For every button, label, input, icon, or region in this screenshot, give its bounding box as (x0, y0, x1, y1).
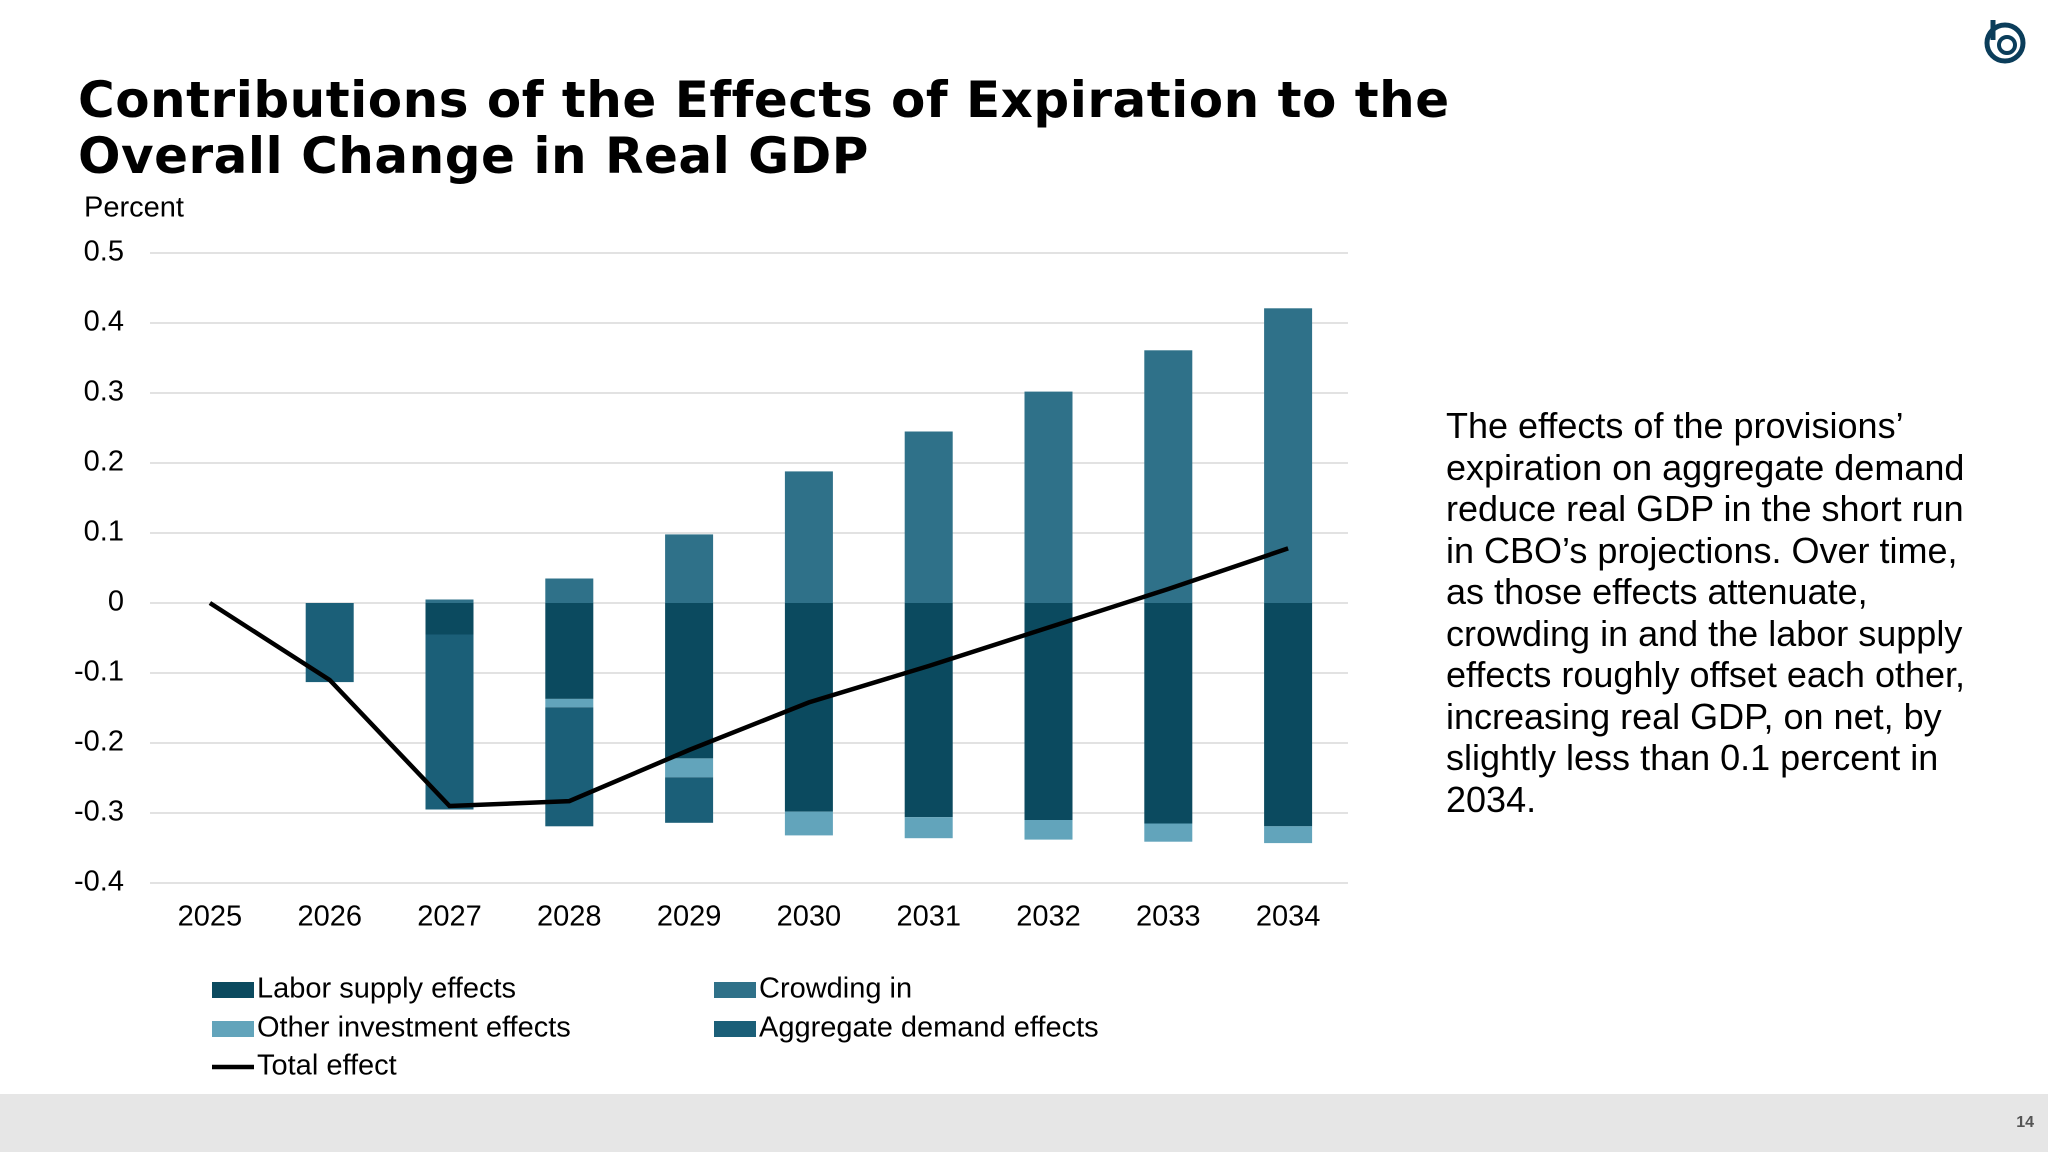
annotation: The effects of the provisions’ expiratio… (1446, 405, 1966, 820)
legend-label: Total effect (257, 1050, 397, 1082)
bar-segment (1024, 391, 1073, 603)
y-tick-label: -0.3 (74, 796, 124, 828)
y-tick-label: 0.2 (84, 446, 124, 478)
bar-segment (1144, 823, 1193, 842)
x-tick-label: 2032 (1016, 901, 1081, 933)
bar-segment (1144, 603, 1193, 824)
y-tick-label: 0 (108, 586, 124, 618)
legend-swatch (212, 982, 254, 998)
bar-segment (1144, 350, 1193, 603)
legend-label: Labor supply effects (257, 973, 516, 1005)
x-tick-label: 2025 (178, 901, 243, 933)
y-tick-label: 0.3 (84, 376, 124, 408)
legend-label: Crowding in (759, 973, 912, 1005)
bar-segment (425, 599, 474, 603)
bar-segment (545, 698, 594, 708)
bar-segment (1024, 820, 1073, 840)
y-tick-label: -0.2 (74, 726, 124, 758)
bar-segment (784, 811, 833, 836)
x-tick-label: 2030 (777, 901, 842, 933)
bar-segment (904, 431, 953, 603)
y-axis-label: Percent (84, 192, 184, 224)
legend-label: Aggregate demand effects (759, 1012, 1099, 1044)
chart-title: Contributions of the Effects of Expirati… (78, 71, 1450, 185)
y-tick-label: -0.1 (74, 656, 124, 688)
x-tick-label: 2028 (537, 901, 602, 933)
bar-segment (1264, 603, 1313, 827)
legend-swatch (714, 982, 756, 998)
y-tick-label: 0.1 (84, 516, 124, 548)
bar-segment (545, 578, 594, 603)
chart: Percent -0.4 -0.3 -0.2 -0.1 0 0.1 0.2 0.3 0.4 0.5… (74, 20, 2026, 1082)
bar-segment (425, 634, 474, 810)
bar-segment (665, 777, 714, 823)
x-tick-label: 2026 (297, 901, 362, 933)
y-tick-label: 0.5 (84, 236, 124, 268)
page-number: 14 (2016, 1114, 2034, 1131)
x-tick-label: 2034 (1256, 901, 1321, 933)
bar-segment (545, 707, 594, 827)
bar-segment (1264, 308, 1313, 603)
footer-bar (0, 1094, 2048, 1152)
bar-segment (904, 817, 953, 839)
x-tick-label: 2033 (1136, 901, 1201, 933)
bar-segment (784, 471, 833, 603)
legend-swatch (714, 1021, 756, 1037)
bar-segment (545, 603, 594, 699)
bar-segment (425, 603, 474, 635)
bar-segment (665, 603, 714, 759)
bar-segment (1264, 826, 1313, 844)
bar-segment (904, 603, 953, 818)
bar-segment (1024, 603, 1073, 820)
legend-swatch (212, 1021, 254, 1037)
logo (1984, 20, 2026, 64)
total-line (208, 546, 1289, 809)
bar-segment (665, 758, 714, 778)
x-tick-label: 2027 (417, 901, 482, 933)
y-tick-label: 0.4 (84, 306, 124, 338)
bar-segment (665, 534, 714, 603)
y-tick-label: -0.4 (74, 866, 124, 898)
x-tick-label: 2029 (657, 901, 722, 933)
legend-label: Other investment effects (257, 1012, 571, 1044)
x-tick-label: 2031 (896, 901, 961, 933)
